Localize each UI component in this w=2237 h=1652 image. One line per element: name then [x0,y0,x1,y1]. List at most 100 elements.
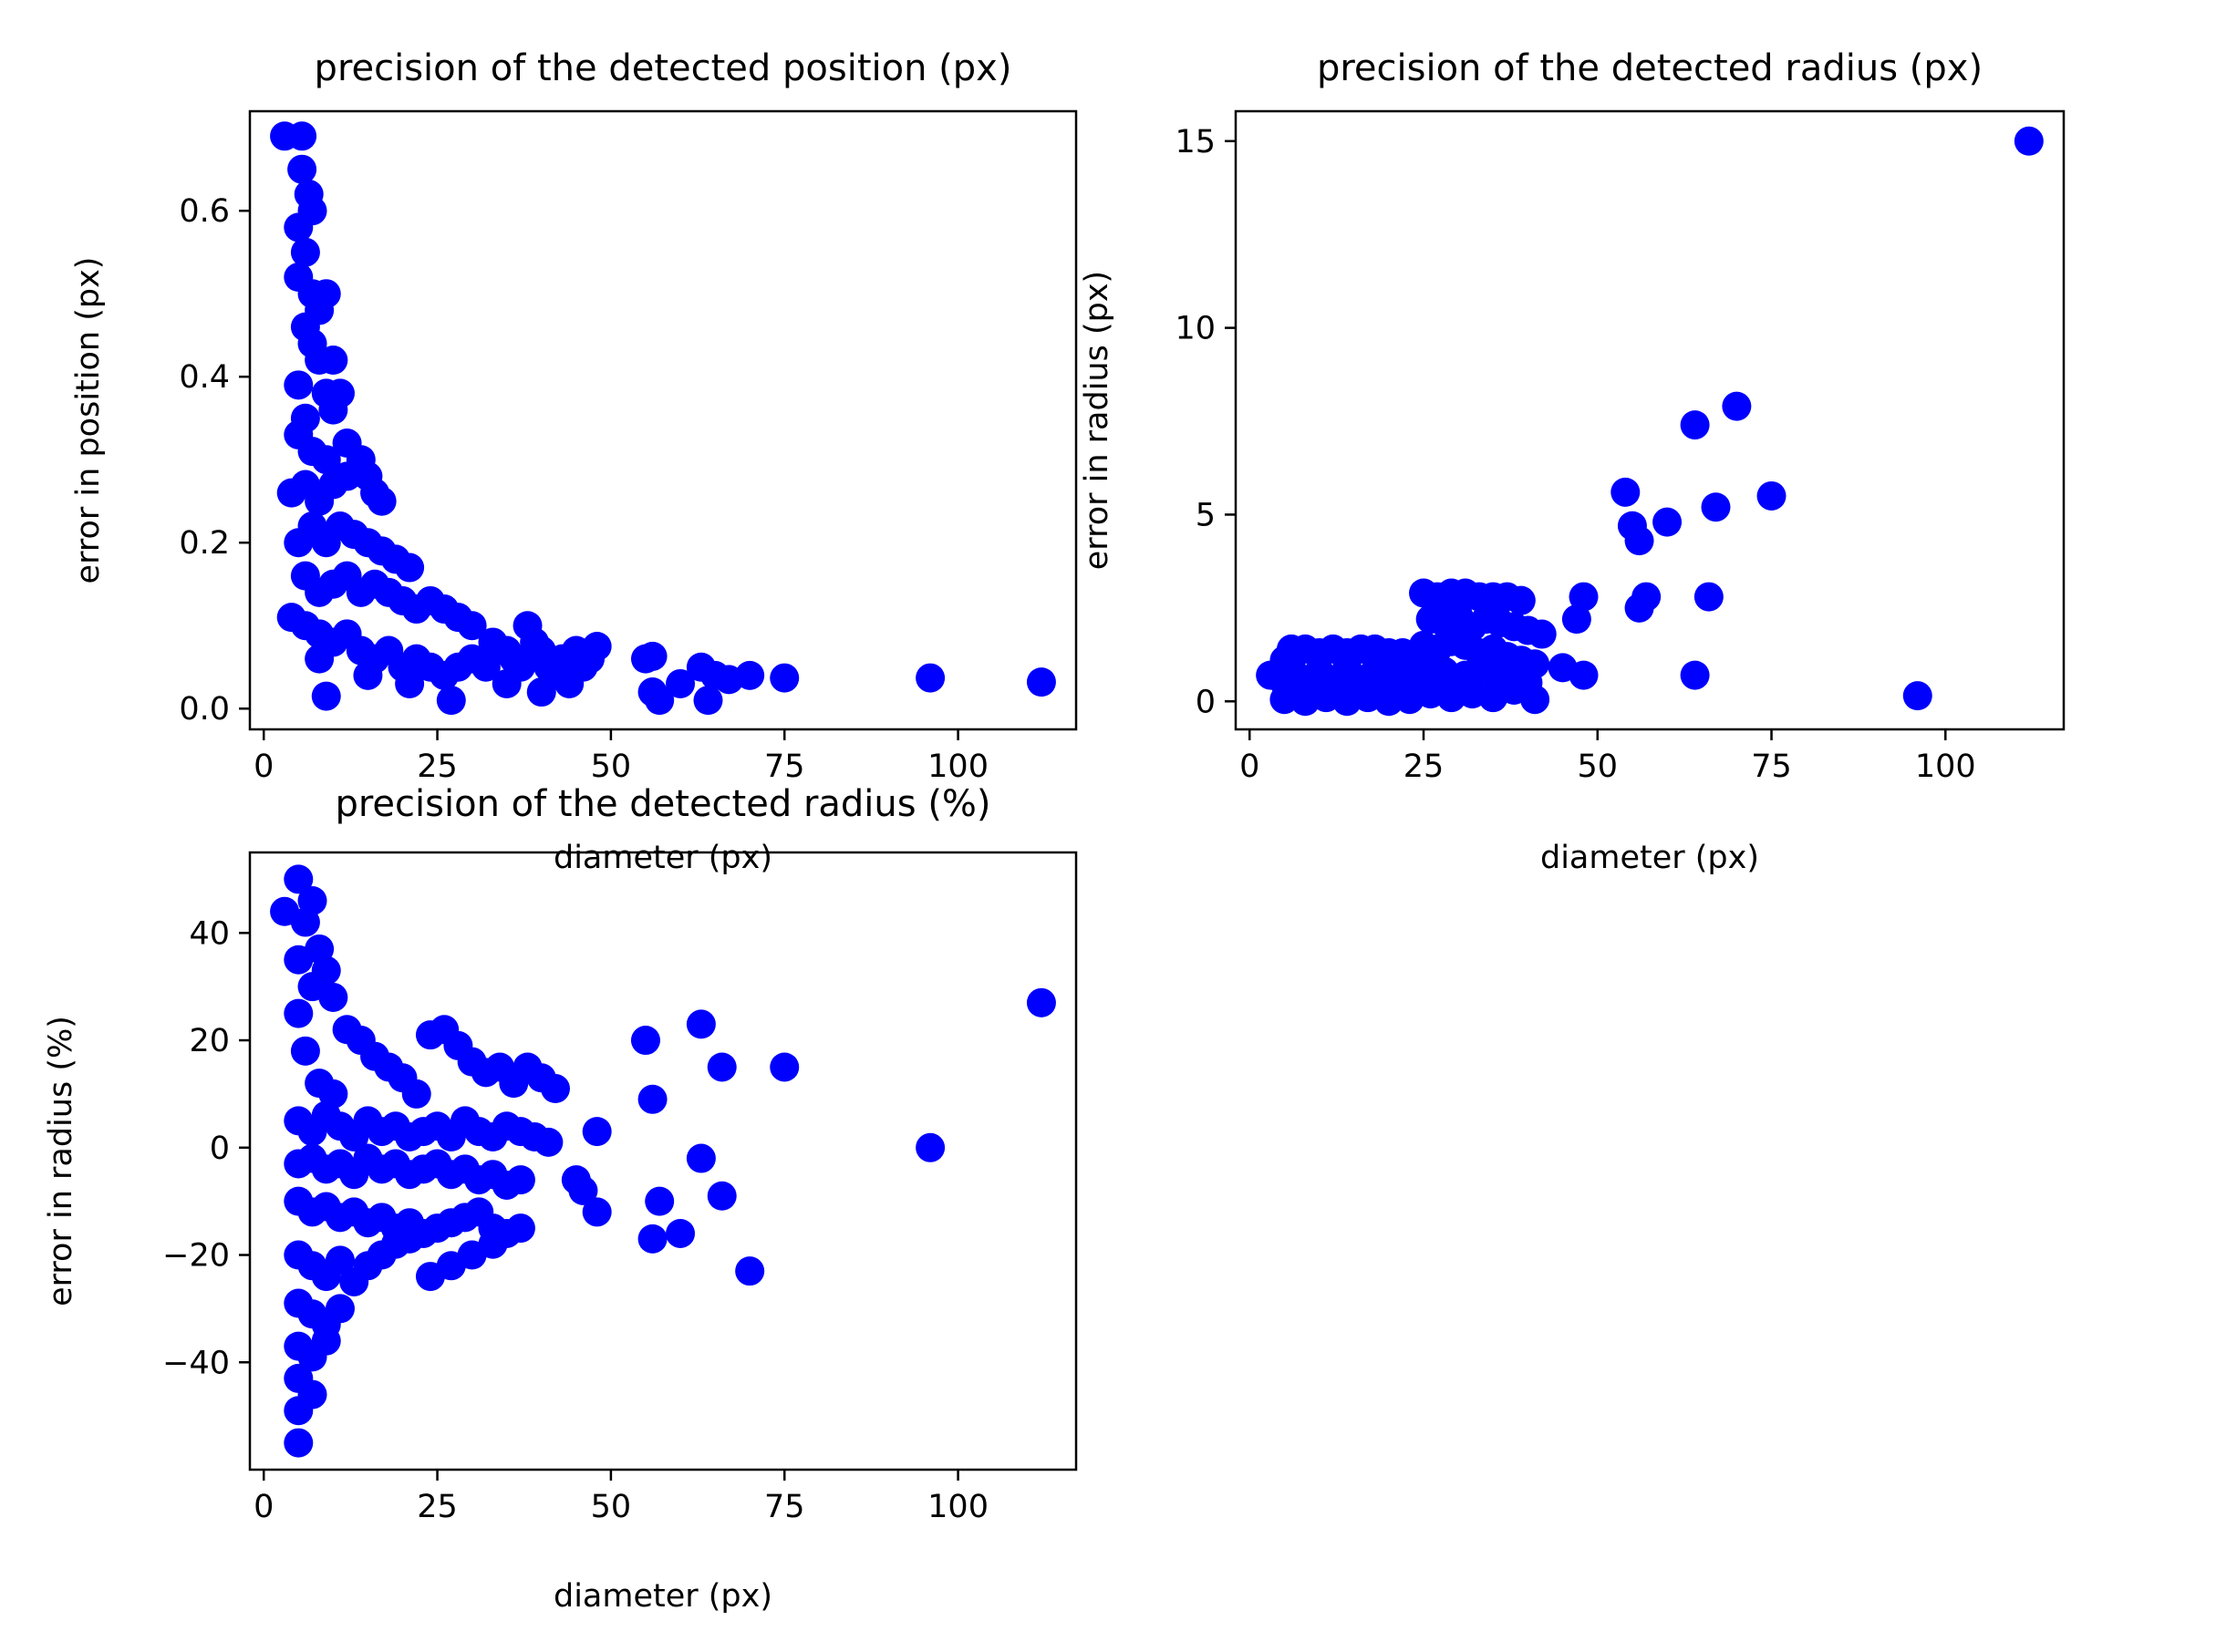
data-point [582,631,612,661]
x-tick-label: 50 [1577,749,1618,785]
data-point [1026,987,1056,1017]
data-point [1652,507,1683,537]
data-point [290,1036,320,1066]
data-point [436,686,466,716]
data-point [1624,526,1654,556]
data-point [395,552,425,583]
data-point [284,212,314,243]
data-point [305,644,335,674]
data-point [478,1229,508,1259]
subplot-radius-percent-ticks: 0 25 50 75 100 −40 −20 0 20 40 [162,915,989,1525]
data-point [1561,604,1591,635]
subplot-radius-px-xlabel: diameter (px) [1540,840,1759,876]
data-point [916,1132,946,1162]
data-point [707,1181,737,1211]
subplot-position-ylabel: error in position (px) [70,257,107,584]
data-point [325,1245,355,1275]
y-tick-label: 0.4 [179,359,230,396]
subplot-position-points [270,121,1056,716]
data-point [526,677,556,707]
data-point [1693,582,1724,612]
x-tick-label: 100 [927,1489,989,1525]
data-point [457,611,487,641]
y-tick-label: 40 [189,915,230,952]
data-point [666,668,696,698]
x-tick-label: 100 [927,749,989,785]
subplot-radius-px-points [1256,126,2044,717]
data-point [284,864,314,894]
data-point [1680,660,1710,690]
data-point [1569,660,1599,690]
data-point [666,1218,696,1248]
subplot-radius-px-ticks: 0 25 50 75 100 0 5 10 15 [1175,124,1975,785]
data-point [287,121,317,151]
subplot-radius-percent-ylabel: error in radius (%) [43,1016,79,1306]
data-point [2014,126,2044,156]
data-point [770,1052,800,1082]
data-point [1332,653,1362,683]
x-tick-label: 75 [764,749,805,785]
data-point [1527,619,1557,649]
data-point [916,663,946,693]
data-point [284,998,314,1028]
data-point [290,403,320,433]
data-point [693,686,723,716]
data-point [284,1428,314,1458]
data-point [637,1084,668,1114]
y-tick-label: 0.6 [179,193,230,230]
y-tick-label: −40 [162,1345,230,1381]
data-point [1304,656,1334,687]
data-point [645,1186,675,1216]
data-point [1680,410,1710,440]
data-point [735,1256,765,1286]
data-point [395,1224,425,1254]
x-tick-label: 0 [1239,749,1259,785]
x-tick-label: 0 [254,749,274,785]
data-point [290,237,320,267]
subplot-radius-percent: 0 25 50 75 100 −40 −20 0 20 40 precision of the d… [43,783,1078,1615]
subplot-position-ticks: 0 25 50 75 100 0.0 0.2 0.4 0.6 [179,193,989,785]
data-point [707,1052,737,1082]
subplot-radius-percent-title: precision of the detected radius (%) [335,783,990,825]
data-point [568,1175,598,1205]
y-tick-label: 5 [1196,497,1216,533]
data-point [1722,391,1752,421]
data-point [637,1224,668,1254]
subplot-radius-percent-xlabel: diameter (px) [554,1578,772,1615]
data-point [492,668,522,698]
data-point [582,1197,612,1227]
data-point [1373,687,1403,717]
data-point [630,1026,660,1056]
data-point [367,486,397,516]
data-point [1569,582,1599,612]
data-point [401,1079,431,1109]
data-point [637,641,668,671]
data-point [645,686,675,716]
data-point [1701,492,1731,522]
data-point [353,660,383,690]
x-tick-label: 0 [254,1489,274,1525]
subplot-radius-px-frame [1234,109,2066,731]
data-point [1756,480,1786,511]
data-point [686,1143,716,1173]
subplot-radius-px: 0 25 50 75 100 0 5 10 15 precision of the detect… [1079,47,2066,876]
data-point [1388,653,1418,683]
data-point [284,1396,314,1426]
y-tick-label: 15 [1175,124,1216,160]
data-point [505,1213,535,1244]
data-point [1902,681,1932,711]
subplot-position: 0 25 50 75 100 0.0 0.2 0.4 0.6 precision of the … [70,47,1078,876]
y-tick-label: 0 [210,1131,230,1167]
subplot-radius-px-title: precision of the detected radius (px) [1317,47,1983,89]
y-tick-label: 20 [189,1023,230,1059]
data-point [284,945,314,975]
subplot-radius-percent-frame [248,851,1078,1471]
data-point [1610,477,1641,507]
x-tick-label: 50 [591,749,632,785]
data-point [686,1009,716,1039]
data-point [735,660,765,690]
y-tick-label: 10 [1175,311,1216,347]
data-point [1360,656,1390,687]
x-tick-label: 25 [417,1489,458,1525]
